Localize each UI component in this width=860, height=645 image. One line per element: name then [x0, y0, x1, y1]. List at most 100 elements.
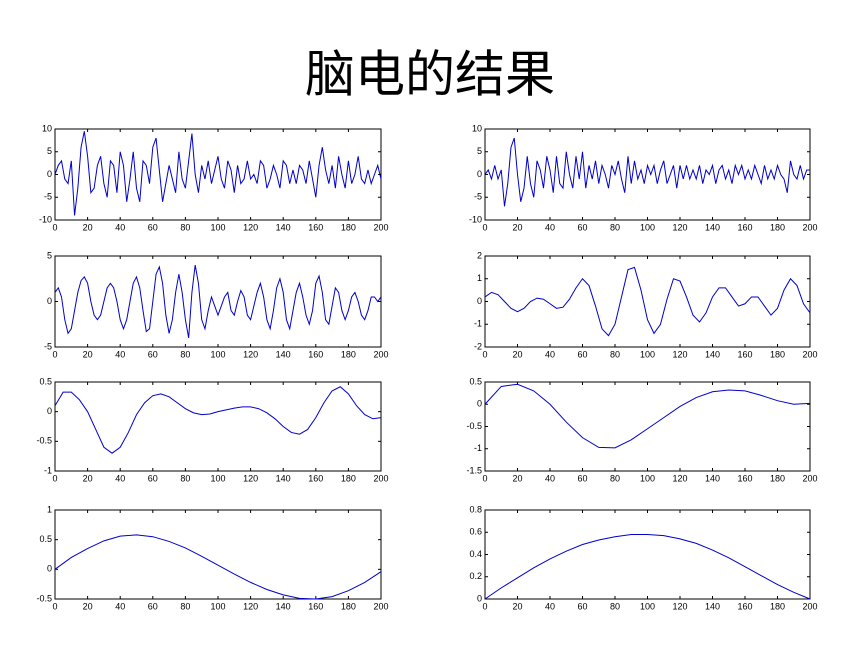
- y-tick-label: 10: [42, 123, 52, 133]
- y-tick-label: 10: [472, 123, 482, 133]
- x-tick-label: 160: [737, 473, 752, 483]
- x-tick-label: 120: [672, 473, 687, 483]
- y-tick-label: -1.5: [466, 465, 482, 475]
- plot-area: [484, 509, 811, 600]
- subplot: 0 20 40 60 80 100 120 140 160 180 200 -1.5 -1 -0.5 0 0.…: [466, 376, 817, 483]
- x-tick-label: 100: [640, 601, 655, 611]
- data-line: [484, 266, 811, 337]
- x-tick-label: 40: [115, 349, 125, 359]
- y-tick-label: 1: [47, 504, 52, 514]
- x-tick-label: 60: [577, 601, 587, 611]
- x-tick-label: 80: [180, 222, 190, 232]
- x-tick-label: 120: [243, 601, 258, 611]
- x-tick-label: 140: [705, 222, 720, 232]
- plot-area: [484, 381, 811, 472]
- y-tick-label: -5: [44, 192, 52, 202]
- y-tick-label: -0.5: [36, 593, 52, 603]
- x-tick-label: 200: [373, 601, 388, 611]
- data-line: [54, 534, 382, 600]
- y-tick-label: 0: [47, 169, 52, 179]
- y-tick-label: 0: [47, 564, 52, 574]
- x-tick-label: 60: [148, 601, 158, 611]
- y-tick-label: 0: [477, 296, 482, 306]
- y-tick-label: -0.5: [466, 421, 482, 431]
- x-tick-label: 40: [115, 222, 125, 232]
- data-line: [484, 533, 811, 600]
- y-tick-label: 0: [477, 399, 482, 409]
- x-tick-label: 80: [610, 473, 620, 483]
- x-tick-label: 60: [148, 473, 158, 483]
- x-tick-label: 200: [802, 473, 817, 483]
- x-tick-label: 160: [308, 349, 323, 359]
- x-tick-label: 40: [115, 601, 125, 611]
- x-tick-label: 120: [672, 349, 687, 359]
- x-tick-label: 80: [180, 349, 190, 359]
- x-tick-label: 200: [802, 601, 817, 611]
- x-tick-label: 200: [373, 349, 388, 359]
- x-tick-label: 20: [83, 601, 93, 611]
- data-line: [484, 137, 810, 207]
- x-tick-label: 180: [341, 601, 356, 611]
- x-tick-label: 20: [83, 349, 93, 359]
- x-tick-label: 20: [512, 473, 522, 483]
- x-tick-label: 120: [243, 349, 258, 359]
- y-tick-label: 0.2: [469, 571, 482, 581]
- y-tick-label: 2: [477, 250, 482, 260]
- y-tick-label: -10: [39, 214, 52, 224]
- x-tick-label: 180: [770, 601, 785, 611]
- x-tick-label: 100: [640, 222, 655, 232]
- x-tick-label: 140: [276, 601, 291, 611]
- x-tick-label: 80: [180, 473, 190, 483]
- data-line: [54, 265, 382, 338]
- y-tick-label: -1: [44, 465, 52, 475]
- y-tick-label: 5: [47, 146, 52, 156]
- x-tick-label: 0: [52, 349, 57, 359]
- y-tick-label: -1: [474, 443, 482, 453]
- x-tick-label: 100: [210, 601, 225, 611]
- x-tick-label: 160: [308, 222, 323, 232]
- x-tick-label: 180: [341, 473, 356, 483]
- x-tick-label: 120: [672, 601, 687, 611]
- x-tick-label: 80: [180, 601, 190, 611]
- y-tick-label: 5: [477, 146, 482, 156]
- plot-area: [54, 381, 382, 472]
- x-tick-label: 40: [545, 349, 555, 359]
- x-tick-label: 60: [577, 349, 587, 359]
- subplot: 0 20 40 60 80 100 120 140 160 180 200 -10 -5 0 5 10: [39, 123, 389, 232]
- x-tick-label: 60: [148, 349, 158, 359]
- y-tick-label: 0: [477, 593, 482, 603]
- x-tick-label: 200: [802, 222, 817, 232]
- y-tick-label: 1: [477, 273, 482, 283]
- x-tick-label: 100: [640, 349, 655, 359]
- plot-area: [484, 128, 811, 221]
- y-tick-label: 0.5: [469, 376, 482, 386]
- plot-area: [54, 509, 382, 600]
- x-tick-label: 160: [308, 601, 323, 611]
- x-tick-label: 160: [737, 601, 752, 611]
- x-tick-label: 160: [737, 222, 752, 232]
- x-tick-label: 20: [512, 222, 522, 232]
- x-tick-label: 60: [577, 473, 587, 483]
- x-tick-label: 60: [148, 222, 158, 232]
- data-line: [484, 383, 811, 449]
- x-tick-label: 100: [210, 473, 225, 483]
- x-tick-label: 100: [640, 473, 655, 483]
- x-tick-label: 60: [577, 222, 587, 232]
- x-tick-label: 180: [770, 349, 785, 359]
- x-tick-label: 180: [341, 349, 356, 359]
- x-tick-label: 20: [512, 349, 522, 359]
- x-tick-label: 140: [705, 473, 720, 483]
- x-tick-label: 160: [737, 349, 752, 359]
- x-tick-label: 80: [610, 222, 620, 232]
- x-tick-label: 0: [482, 222, 487, 232]
- x-tick-label: 140: [276, 473, 291, 483]
- x-tick-label: 120: [243, 222, 258, 232]
- subplot: 0 20 40 60 80 100 120 140 160 180 200-0.500.51: [36, 504, 388, 611]
- x-tick-label: 200: [802, 349, 817, 359]
- x-tick-label: 40: [545, 473, 555, 483]
- x-tick-label: 0: [482, 601, 487, 611]
- x-tick-label: 20: [512, 601, 522, 611]
- y-tick-label: 0: [477, 169, 482, 179]
- x-tick-label: 20: [83, 222, 93, 232]
